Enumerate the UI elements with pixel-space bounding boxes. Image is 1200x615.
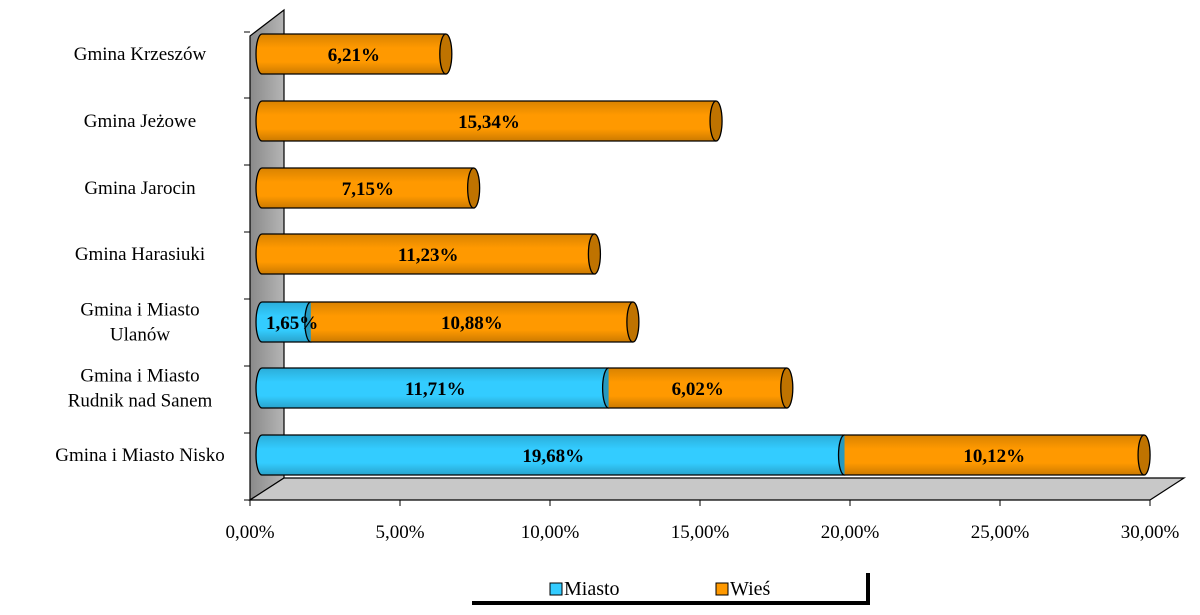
category-label-line: Gmina Jeżowe <box>84 111 196 132</box>
category-label: Gmina i Miasto Nisko <box>55 445 224 466</box>
bar-left-cap <box>255 33 263 75</box>
bar-body <box>262 302 311 342</box>
x-tick-label: 25,00% <box>971 522 1030 543</box>
data-label: 6,21% <box>328 45 380 66</box>
legend-item: Wieś <box>715 578 771 600</box>
bar-end-cap <box>439 33 453 75</box>
bar-left-cap <box>255 100 263 142</box>
category-label-line: Gmina Harasiuki <box>75 244 205 265</box>
category-label-line: Gmina Krzeszów <box>74 44 207 65</box>
category-label: Gmina i Miasto Rudnik nad Sanem <box>68 366 213 412</box>
data-label: 15,34% <box>458 112 520 133</box>
bar-left-cap <box>255 167 263 209</box>
x-tick-label: 0,00% <box>225 522 274 543</box>
legend-swatch <box>715 582 729 596</box>
bar-segment-wieś <box>310 301 640 343</box>
bar-segment-wieś <box>844 434 1151 476</box>
axes-group: 0,00% 5,00% 10,00% 15,00% 20,00% 25,00% 30,00%… <box>55 31 1180 543</box>
category-label: Gmina Jeżowe <box>84 111 196 132</box>
bar-body <box>608 368 787 408</box>
data-label: 11,71% <box>405 379 466 400</box>
bar-left-cap <box>255 367 263 409</box>
bar-end-cap <box>780 367 794 409</box>
category-label: Gmina Jarocin <box>84 178 196 199</box>
bar-left-cap <box>255 301 263 343</box>
bar-left-cap <box>255 233 263 275</box>
bar-segment-wieś <box>255 233 602 275</box>
legend: Miasto Wieś <box>472 573 870 605</box>
category-label-line: Gmina Jarocin <box>84 178 196 199</box>
bar-body <box>262 101 717 141</box>
bar-body <box>262 34 446 74</box>
bar-body <box>262 368 609 408</box>
bar-body <box>262 234 595 274</box>
bar-left-cap <box>255 434 263 476</box>
bar-end-cap <box>587 233 602 275</box>
category-label-line: Ulanów <box>110 325 170 346</box>
x-tick-label: 5,00% <box>375 522 424 543</box>
data-label: 6,02% <box>672 379 724 400</box>
bar-segment-miasto <box>255 367 616 409</box>
x-tick-label: 15,00% <box>671 522 730 543</box>
legend-label: Miasto <box>564 578 620 600</box>
bars-group: 19,68% 10,12% 11,71% 6,02% 1,65% 10,88% 11,23%… <box>255 33 1151 476</box>
bar-segment-wieś <box>255 167 481 209</box>
data-label: 1,65% <box>266 313 318 334</box>
bar-body <box>310 302 633 342</box>
bar-body <box>844 435 1145 475</box>
category-label: Gmina Krzeszów <box>74 44 207 65</box>
data-label: 19,68% <box>522 446 584 467</box>
bar-segment-wieś <box>255 100 723 142</box>
x-tick-label: 10,00% <box>521 522 580 543</box>
data-label: 10,88% <box>441 313 503 334</box>
category-label-line: Rudnik nad Sanem <box>68 391 213 412</box>
category-label-line: Gmina i Miasto <box>80 366 199 387</box>
bar-end-cap <box>626 301 640 343</box>
legend-swatch <box>549 582 563 596</box>
bar-end-cap <box>709 100 723 142</box>
bar-segment-wieś <box>608 367 794 409</box>
category-label-line: Gmina i Miasto <box>80 300 199 321</box>
legend-item: Miasto <box>549 578 620 600</box>
data-label: 10,12% <box>963 446 1025 467</box>
x-tick-label: 30,00% <box>1121 522 1180 543</box>
bar-end-cap <box>1137 434 1151 476</box>
category-label: Gmina i Miasto Ulanów <box>80 300 199 346</box>
floor <box>247 477 1187 501</box>
bar-body <box>262 435 845 475</box>
bar-segment-wieś <box>255 33 453 75</box>
legend-label: Wieś <box>730 578 771 600</box>
data-label: 11,23% <box>398 245 459 266</box>
category-label-line: Gmina i Miasto Nisko <box>55 445 224 466</box>
x-tick-label: 20,00% <box>821 522 880 543</box>
bar-end-cap <box>466 167 481 209</box>
bar-body <box>262 168 474 208</box>
category-label: Gmina Harasiuki <box>75 244 205 265</box>
data-label: 7,15% <box>342 179 394 200</box>
